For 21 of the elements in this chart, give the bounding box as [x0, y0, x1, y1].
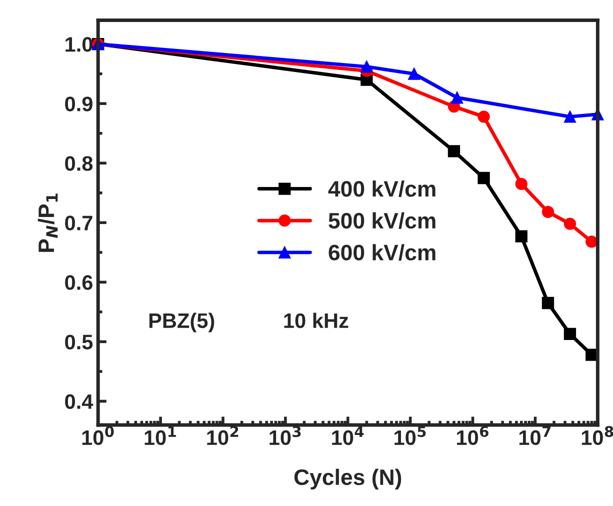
y-axis-title: P$_{N}$/P$_{1}$ — [38, 194, 58, 252]
y-tick-label: 0.8 — [65, 156, 93, 171]
y-tick-label: 0.4 — [65, 394, 94, 409]
x-tick-label: 10$^{6}$ — [457, 426, 488, 446]
y-tick-label: 0.9 — [65, 96, 92, 112]
x-tick-label: 10$^{1}$ — [144, 426, 176, 446]
x-tick-label: 10$^{0}$ — [82, 426, 114, 446]
legend-label: 500 kV/cm — [328, 212, 436, 229]
x-tick-label: 10$^{3}$ — [270, 426, 301, 446]
x-tick-label: 10$^{2}$ — [207, 426, 238, 446]
y-tick-label: 0.7 — [65, 216, 92, 230]
y-tick-label: 0.5 — [65, 334, 93, 350]
x-tick-label: 10$^{4}$ — [332, 426, 364, 446]
x-tick-label: 10$^{8}$ — [582, 426, 613, 446]
y-tick-label: 0.6 — [65, 275, 92, 290]
annotation: 10 kHz — [284, 312, 348, 328]
annotation: PBZ(5) — [149, 312, 214, 332]
y-tick-label: 1.0 — [66, 37, 92, 52]
x-axis-title: Cycles (N) — [294, 468, 402, 490]
legend-label: 400 kV/cm — [328, 180, 436, 198]
legend-label: 600 kV/cm — [328, 244, 436, 261]
